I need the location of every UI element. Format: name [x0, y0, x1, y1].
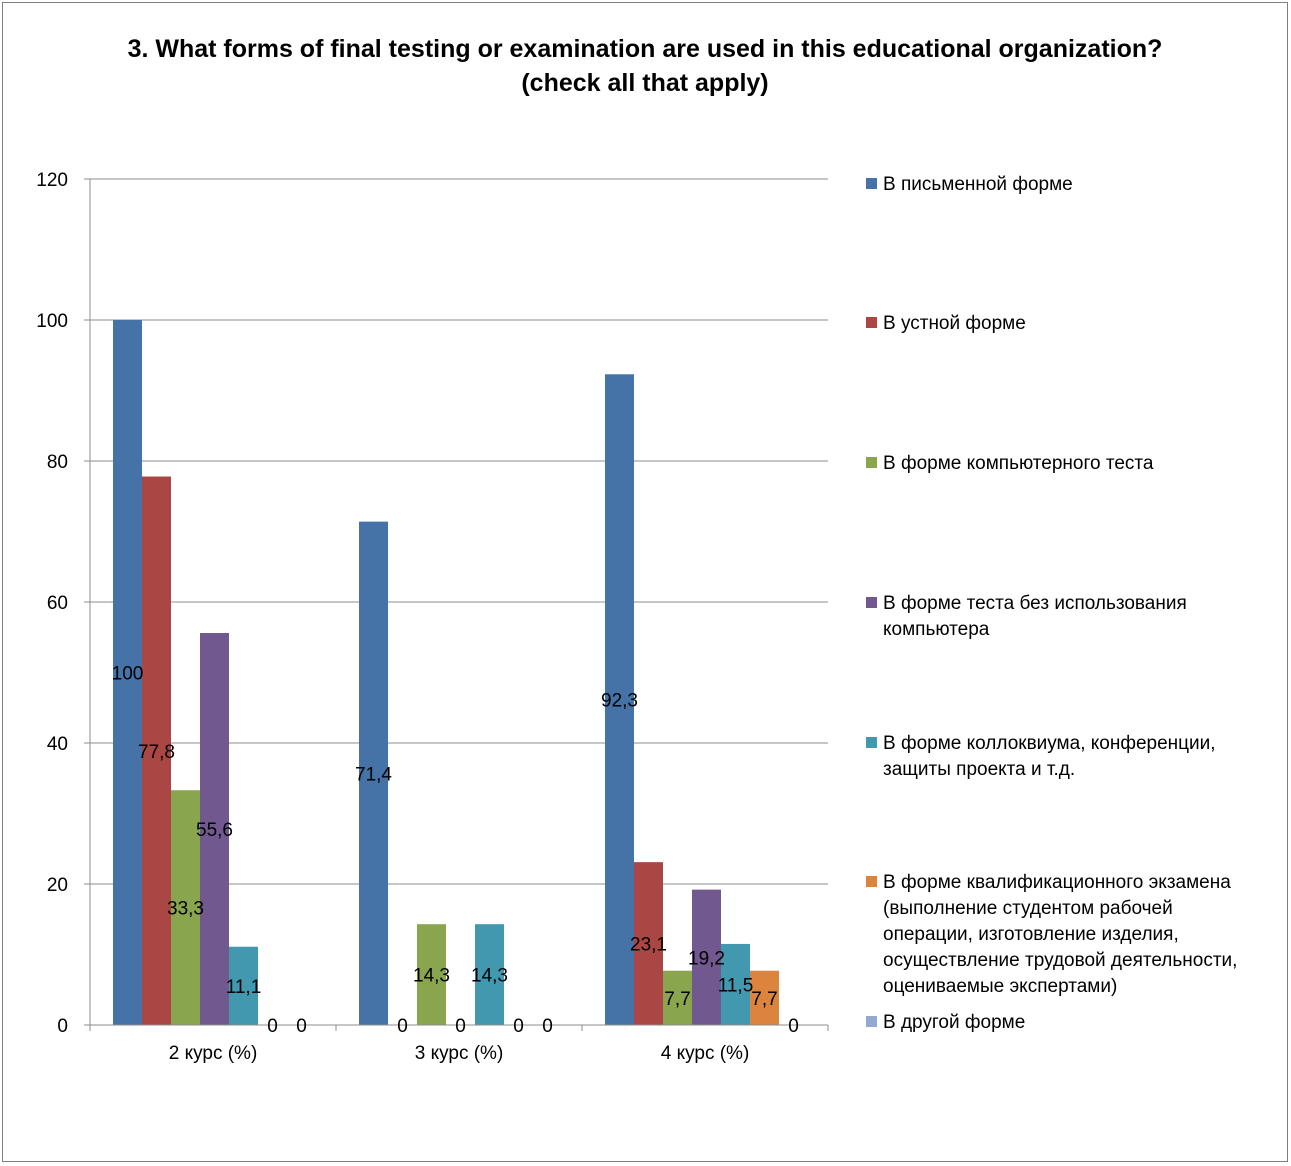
data-label: 0 [788, 1016, 799, 1037]
data-label: 100 [112, 664, 144, 685]
data-label: 92,3 [601, 691, 638, 712]
legend-label: В форме теста без использования компьюте… [883, 593, 1187, 640]
x-tick-label: 2 курс (%) [169, 1043, 258, 1064]
data-label: 0 [513, 1016, 524, 1037]
bar [417, 924, 446, 1025]
data-label: 11,1 [226, 977, 262, 998]
y-tick-label: 0 [57, 1016, 68, 1037]
legend-swatch [866, 1016, 877, 1027]
legend-label: В другой форме [883, 1012, 1026, 1033]
data-label: 0 [296, 1016, 307, 1037]
legend-label: В форме компьютерного теста [883, 453, 1154, 474]
bar [142, 476, 171, 1025]
data-label: 11,5 [718, 975, 754, 996]
legend-label: В письменной форме [883, 174, 1073, 195]
data-label: 19,2 [688, 948, 725, 969]
bar [113, 320, 142, 1025]
y-tick-label: 40 [47, 734, 68, 755]
legend-swatch [866, 597, 877, 608]
bar [721, 943, 750, 1025]
legend-label: В устной форме [883, 313, 1026, 334]
y-tick-label: 20 [47, 875, 68, 896]
data-label: 23,1 [630, 935, 667, 956]
bar [229, 946, 258, 1025]
data-label: 0 [455, 1016, 466, 1037]
data-label: 33,3 [167, 899, 204, 920]
x-tick-label: 4 курс (%) [661, 1043, 750, 1064]
bar [605, 374, 634, 1025]
bar [359, 521, 388, 1025]
bar [200, 633, 229, 1025]
data-label: 0 [542, 1016, 553, 1037]
legend-swatch [866, 317, 877, 328]
data-label: 55,6 [196, 820, 233, 841]
data-label: 14,3 [471, 966, 508, 987]
legend-swatch [866, 876, 877, 887]
data-label: 7,7 [664, 989, 690, 1010]
y-tick-label: 120 [36, 170, 68, 191]
legend-label: В форме коллоквиума, конференции, защиты… [883, 733, 1216, 780]
data-label: 14,3 [413, 966, 450, 987]
data-label: 0 [267, 1016, 278, 1037]
bar [475, 924, 504, 1025]
bar [692, 889, 721, 1025]
bar [663, 970, 692, 1025]
legend-swatch [866, 178, 877, 189]
legend-swatch [866, 737, 877, 748]
legend-label: В форме квалификационного экзамена (выпо… [883, 872, 1238, 997]
bar [634, 862, 663, 1025]
data-label: 77,8 [138, 742, 175, 763]
y-tick-label: 60 [47, 593, 68, 614]
data-label: 71,4 [355, 764, 392, 785]
axes: 0 20 40 60 80 100 120 2 курс (%) 3 курс (%) 4 кур… [36, 170, 829, 1064]
data-labels: 100 71,4 92,3 77,8 0 23,1 33,3 14,3 7,7 55,6 0 19,2… [112, 664, 799, 1038]
bars [113, 320, 779, 1025]
y-tick-label: 100 [36, 311, 68, 332]
chart-title: 3. What forms of final testing or examin… [127, 35, 1163, 97]
x-tick-label: 3 курс (%) [415, 1043, 504, 1064]
data-label: 7,7 [751, 989, 777, 1010]
legend-swatch [866, 457, 877, 468]
bar [171, 790, 200, 1025]
data-label: 0 [397, 1016, 408, 1037]
y-tick-label: 80 [47, 452, 68, 473]
bar [750, 970, 779, 1025]
